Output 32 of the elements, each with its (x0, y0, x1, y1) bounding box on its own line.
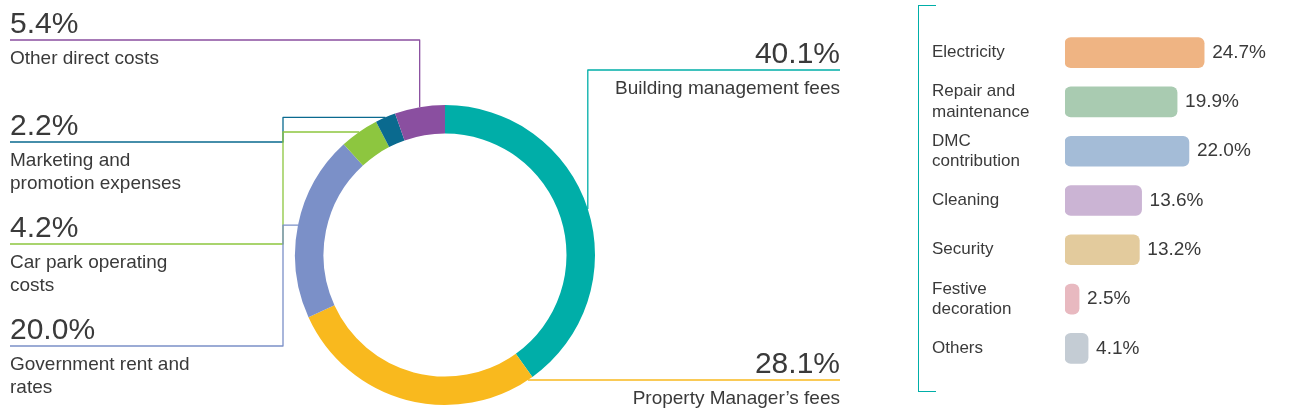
slice-label: Car park operating costs (10, 251, 168, 295)
slice-label: Other direct costs (10, 47, 159, 68)
data-label: 22.0% (1196, 139, 1251, 161)
data-label: 4.2% (10, 210, 79, 243)
data-label: 24.7% (1212, 40, 1267, 62)
y-tick-label: Festive decoration (932, 278, 1012, 318)
data-label: 2.5% (1087, 287, 1131, 309)
y-tick-label: DMC contribution (932, 130, 1020, 171)
bar (1065, 37, 1205, 68)
data-label: 28.1% (754, 346, 840, 379)
slice-label: Property Manager’s fees (632, 387, 840, 408)
data-label: 2.2% (10, 108, 79, 141)
bar (1065, 86, 1178, 118)
bar (1065, 185, 1142, 216)
data-label: 40.1% (754, 36, 840, 69)
slice-label: Government rent and rates (10, 353, 190, 397)
slice-label: Building management fees (615, 77, 840, 98)
y-tick-label: Security (932, 239, 994, 259)
y-tick-label: Electricity (932, 42, 1006, 62)
bar (1065, 135, 1190, 167)
slice-label: Marketing and promotion expenses (10, 149, 182, 193)
data-label: 19.9% (1185, 90, 1240, 112)
data-label: 5.4% (10, 6, 79, 39)
bar (1065, 333, 1089, 364)
data-label: 13.2% (1147, 238, 1202, 260)
data-label: 13.6% (1149, 188, 1204, 210)
y-tick-label: Cleaning (932, 190, 1000, 210)
data-label: 20.0% (10, 312, 96, 345)
bar (1065, 234, 1140, 266)
y-tick-label: Others (932, 338, 984, 358)
data-label: 4.1% (1096, 336, 1140, 358)
y-tick-label: Repair and maintenance (932, 81, 1030, 121)
